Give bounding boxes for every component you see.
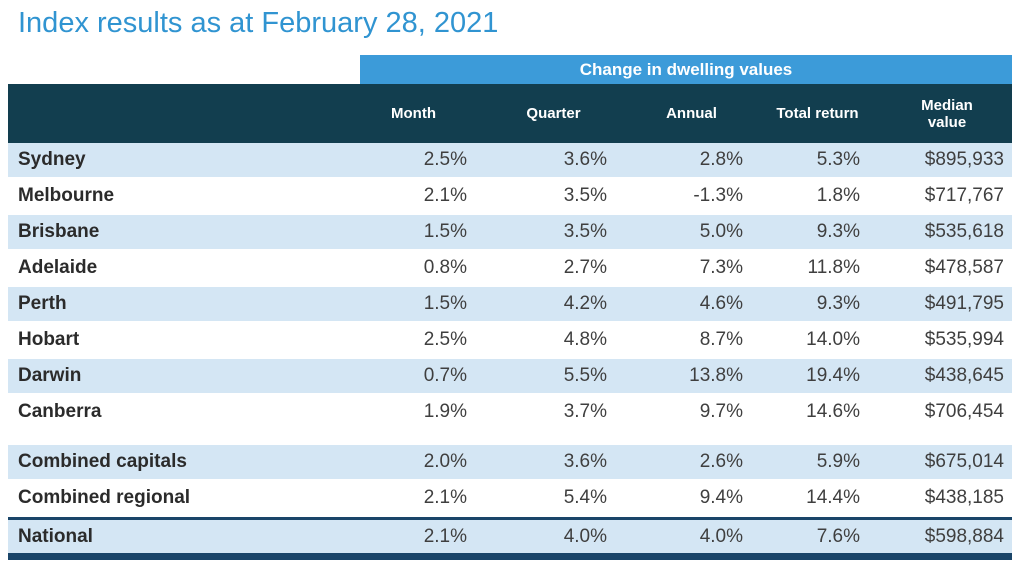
table-header-row: Month Quarter Annual Total return Median… bbox=[8, 84, 1012, 143]
cell-median-value: $535,994 bbox=[924, 329, 1004, 350]
table-row-combined-capitals: Combined capitals 2.0% 3.6% 2.6% 5.9% $6… bbox=[8, 445, 1012, 481]
cell-month: 0.7% bbox=[423, 365, 467, 386]
page-title: Index results as at February 28, 2021 bbox=[18, 7, 499, 39]
cell-median-value: $438,185 bbox=[924, 487, 1004, 508]
cell-month: 2.5% bbox=[423, 149, 467, 170]
header-cell-median-value: Median value bbox=[890, 84, 1012, 143]
cell-quarter: 3.5% bbox=[563, 185, 607, 206]
band-header: Change in dwelling values bbox=[360, 55, 1012, 84]
cell-total-return: 14.0% bbox=[806, 329, 860, 350]
header-cell-quarter: Quarter bbox=[526, 105, 581, 122]
cell-quarter: 3.6% bbox=[563, 149, 607, 170]
cell-annual: -1.3% bbox=[693, 185, 743, 206]
table-row-darwin: Darwin 0.7% 5.5% 13.8% 19.4% $438,645 bbox=[8, 359, 1012, 395]
cell-median-value: $706,454 bbox=[924, 401, 1004, 422]
cell-month: 2.1% bbox=[423, 487, 467, 508]
cell-month: 1.5% bbox=[423, 293, 467, 314]
cell-quarter: 5.5% bbox=[563, 365, 607, 386]
cell-median-value: $491,795 bbox=[924, 293, 1004, 314]
cell-median-value: $438,645 bbox=[924, 365, 1004, 386]
cell-annual: 4.6% bbox=[699, 293, 743, 314]
cell-annual: 4.0% bbox=[699, 525, 743, 547]
cell-total-return: 11.8% bbox=[807, 257, 860, 278]
cell-total-return: 14.6% bbox=[806, 401, 860, 422]
cell-total-return: 9.3% bbox=[816, 293, 860, 314]
cell-annual: 9.4% bbox=[699, 487, 743, 508]
header-cell-empty bbox=[8, 84, 360, 143]
cell-median-value: $895,933 bbox=[924, 149, 1004, 170]
cell-total-return: 5.9% bbox=[816, 451, 860, 472]
cell-annual: 13.8% bbox=[689, 365, 743, 386]
cell-total-return: 7.6% bbox=[816, 525, 860, 547]
table-row-perth: Perth 1.5% 4.2% 4.6% 9.3% $491,795 bbox=[8, 287, 1012, 323]
cell-quarter: 5.4% bbox=[563, 487, 607, 508]
row-label: Darwin bbox=[18, 365, 82, 386]
cell-month: 0.8% bbox=[423, 257, 467, 278]
cell-annual: 2.8% bbox=[699, 149, 743, 170]
table-row-melbourne: Melbourne 2.1% 3.5% -1.3% 1.8% $717,767 bbox=[8, 179, 1012, 215]
header-cell-median-value-label: Median value bbox=[921, 96, 973, 131]
row-label: Brisbane bbox=[18, 221, 100, 242]
cell-month: 2.5% bbox=[423, 329, 467, 350]
cell-median-value: $675,014 bbox=[924, 451, 1004, 472]
row-label: Melbourne bbox=[18, 185, 115, 206]
row-label: Perth bbox=[18, 293, 67, 314]
cell-quarter: 3.7% bbox=[563, 401, 607, 422]
results-table: Month Quarter Annual Total return Median… bbox=[8, 84, 1012, 560]
cell-month: 2.1% bbox=[423, 525, 467, 547]
cell-total-return: 9.3% bbox=[816, 221, 860, 242]
row-label: Combined capitals bbox=[18, 451, 187, 472]
row-label: National bbox=[18, 525, 93, 547]
cell-quarter: 2.7% bbox=[563, 257, 607, 278]
band-header-label: Change in dwelling values bbox=[579, 59, 793, 79]
cell-month: 1.9% bbox=[423, 401, 467, 422]
table-row-adelaide: Adelaide 0.8% 2.7% 7.3% 11.8% $478,587 bbox=[8, 251, 1012, 287]
cell-quarter: 4.8% bbox=[563, 329, 607, 350]
row-label: Sydney bbox=[18, 149, 86, 170]
table-row-sydney: Sydney 2.5% 3.6% 2.8% 5.3% $895,933 bbox=[8, 143, 1012, 179]
row-group-spacer bbox=[8, 431, 1012, 445]
cell-annual: 9.7% bbox=[699, 401, 743, 422]
cell-month: 2.0% bbox=[423, 451, 467, 472]
table-row-canberra: Canberra 1.9% 3.7% 9.7% 14.6% $706,454 bbox=[8, 395, 1012, 431]
cell-annual: 7.3% bbox=[699, 257, 743, 278]
cell-median-value: $535,618 bbox=[924, 221, 1004, 242]
table-row-hobart: Hobart 2.5% 4.8% 8.7% 14.0% $535,994 bbox=[8, 323, 1012, 359]
cell-month: 1.5% bbox=[423, 221, 467, 242]
table-row-combined-regional: Combined regional 2.1% 5.4% 9.4% 14.4% $… bbox=[8, 481, 1012, 517]
cell-median-value: $478,587 bbox=[924, 257, 1004, 278]
header-cell-month: Month bbox=[391, 105, 436, 122]
cell-median-value: $598,884 bbox=[924, 525, 1004, 547]
row-label: Hobart bbox=[18, 329, 80, 350]
cell-month: 2.1% bbox=[423, 185, 467, 206]
table-row-national: National 2.1% 4.0% 4.0% 7.6% $598,884 bbox=[8, 517, 1012, 560]
cell-quarter: 3.6% bbox=[563, 451, 607, 472]
table-row-brisbane: Brisbane 1.5% 3.5% 5.0% 9.3% $535,618 bbox=[8, 215, 1012, 251]
header-cell-total-return: Total return bbox=[776, 105, 859, 122]
row-label: Adelaide bbox=[18, 257, 98, 278]
cell-total-return: 14.4% bbox=[806, 487, 860, 508]
row-label: Canberra bbox=[18, 401, 102, 422]
cell-quarter: 4.0% bbox=[563, 525, 607, 547]
cell-total-return: 5.3% bbox=[816, 149, 860, 170]
cell-quarter: 3.5% bbox=[563, 221, 607, 242]
cell-median-value: $717,767 bbox=[924, 185, 1004, 206]
cell-annual: 8.7% bbox=[699, 329, 743, 350]
cell-annual: 5.0% bbox=[699, 221, 743, 242]
header-cell-annual: Annual bbox=[666, 105, 717, 122]
cell-total-return: 19.4% bbox=[806, 365, 860, 386]
cell-quarter: 4.2% bbox=[563, 293, 607, 314]
cell-total-return: 1.8% bbox=[816, 185, 860, 206]
cell-annual: 2.6% bbox=[699, 451, 743, 472]
row-label: Combined regional bbox=[18, 487, 191, 508]
